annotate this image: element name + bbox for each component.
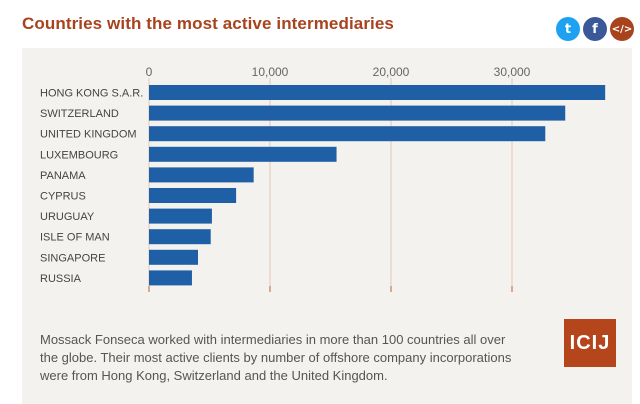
category-label: ISLE OF MAN: [40, 232, 110, 244]
category-label: SINGAPORE: [40, 252, 105, 264]
category-label: SWITZERLAND: [40, 108, 119, 120]
x-tick-label: 0: [146, 65, 153, 79]
category-label: URUGUAY: [40, 211, 95, 223]
x-tick-mark: [269, 286, 271, 292]
bar[interactable]: [149, 270, 192, 286]
bar[interactable]: [149, 126, 546, 142]
bar[interactable]: [149, 208, 212, 224]
bar[interactable]: [149, 188, 237, 203]
embed-code-icon: </>: [611, 23, 633, 35]
bar[interactable]: [149, 229, 211, 245]
icij-logo: ICIJ: [564, 319, 616, 367]
bar[interactable]: [149, 85, 606, 100]
category-label: LUXEMBOURG: [40, 149, 118, 161]
bar[interactable]: [149, 249, 199, 265]
chart-title: Countries with the most active intermedi…: [22, 14, 394, 33]
chart-caption: Mossack Fonseca worked with intermediari…: [40, 332, 512, 383]
twitter-icon: t: [564, 21, 572, 37]
twitter-share-button[interactable]: t: [556, 17, 580, 41]
x-tick-mark: [511, 286, 513, 292]
category-label: PANAMA: [40, 170, 86, 182]
bar[interactable]: [149, 146, 337, 162]
category-label: UNITED KINGDOM: [40, 129, 137, 141]
x-tick-label: 10,000: [252, 65, 289, 79]
x-tick-label: 20,000: [373, 65, 410, 79]
facebook-icon: f: [592, 21, 598, 37]
bar[interactable]: [149, 167, 254, 183]
category-label: HONG KONG S.A.R.: [40, 88, 143, 100]
x-tick-label: 30,000: [494, 65, 531, 79]
bar-chart: 0 10,000 20,000 30,000 HONG KONG S.A.R. SWITZ…: [40, 65, 606, 292]
category-label: CYPRUS: [40, 191, 86, 203]
category-label: RUSSIA: [40, 273, 82, 285]
embed-code-button[interactable]: </>: [610, 17, 634, 41]
x-tick-mark: [148, 286, 150, 292]
bar[interactable]: [149, 105, 566, 121]
facebook-share-button[interactable]: f: [583, 17, 607, 41]
x-tick-mark: [390, 286, 392, 292]
